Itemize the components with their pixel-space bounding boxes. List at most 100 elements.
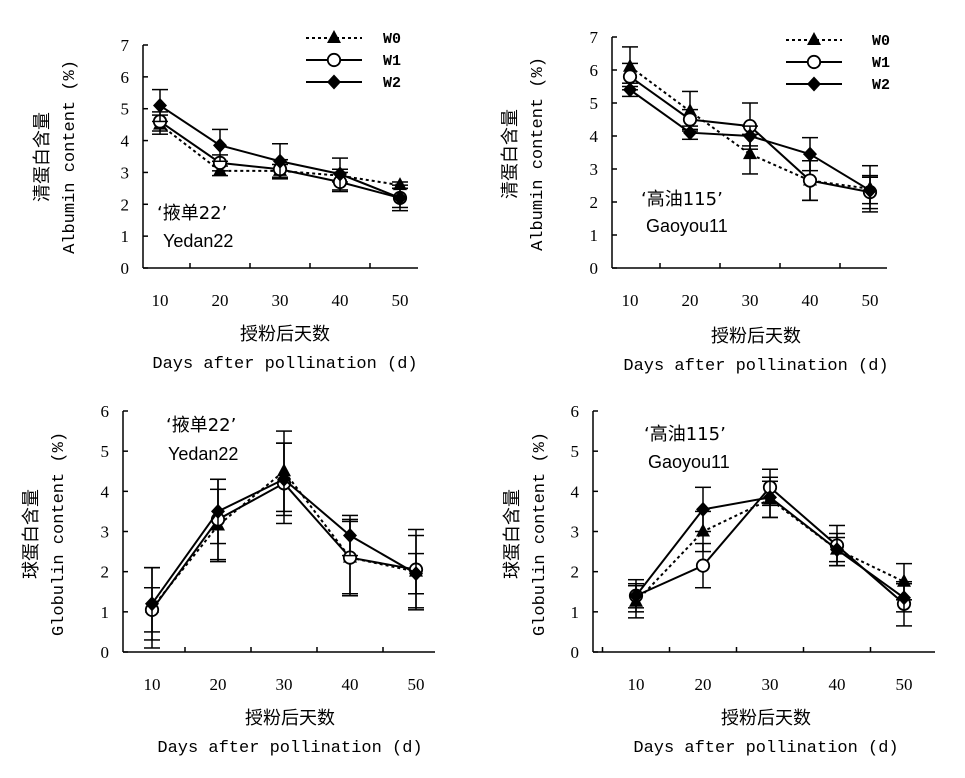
x-tick-label: 10 <box>144 675 161 694</box>
x-tick-label: 10 <box>152 291 169 310</box>
series-w2 <box>622 82 878 205</box>
data-point <box>743 128 757 144</box>
legend-label-w2: W2 <box>383 75 401 92</box>
legend-label-w0: W0 <box>872 33 890 50</box>
y-tick-label: 6 <box>590 61 599 80</box>
legend-marker-w2 <box>807 76 821 92</box>
variety-label-cn: ‘高油115’ <box>644 424 726 445</box>
y-axis-title-en: Albumin content (%) <box>529 57 548 251</box>
y-tick-label: 1 <box>590 226 599 245</box>
x-axis-title-en: Days after pollination (d) <box>152 355 417 374</box>
y-tick-label: 4 <box>101 482 110 501</box>
data-point <box>863 182 877 198</box>
x-tick-label: 20 <box>682 291 699 310</box>
y-tick-label: 5 <box>101 442 110 461</box>
variety-label-en: Gaoyou11 <box>646 216 728 236</box>
legend-label-w2: W2 <box>872 77 890 94</box>
series-line <box>629 65 871 190</box>
series-line <box>159 123 401 187</box>
data-point <box>153 98 167 114</box>
y-tick-label: 0 <box>590 259 599 278</box>
x-tick-label: 40 <box>342 675 359 694</box>
data-point <box>333 166 347 182</box>
y-tick-label: 1 <box>121 227 130 246</box>
x-tick-label: 40 <box>802 291 819 310</box>
x-tick-label: 30 <box>276 675 293 694</box>
data-point <box>622 69 638 84</box>
y-axis-title-en: Albumin content (%) <box>61 60 80 254</box>
y-tick-label: 0 <box>571 643 580 662</box>
y-axis-title-cn: 清蛋白含量 <box>32 112 53 202</box>
x-axis-title-cn: 授粉后天数 <box>711 326 801 347</box>
y-tick-label: 6 <box>571 402 580 421</box>
legend-marker-w1 <box>326 52 342 68</box>
x-tick-label: 50 <box>862 291 879 310</box>
chart-panel-2: 0 1 2 3 4 5 6 7 10 20 30 40 50 授粉后天数 Days after pollin… <box>500 28 890 376</box>
x-tick-label: 50 <box>896 675 913 694</box>
legend-label-w1: W1 <box>383 53 401 70</box>
legend-label-w0: W0 <box>383 31 401 48</box>
x-axis-title-en: Days after pollination (d) <box>157 739 422 758</box>
y-tick-label: 2 <box>571 563 580 582</box>
data-point <box>683 125 697 141</box>
x-tick-label: 50 <box>392 291 409 310</box>
y-tick-label: 1 <box>571 603 580 622</box>
y-axis-title-en: Globulin content (%) <box>50 432 69 636</box>
y-axis-title-cn: 球蛋白含量 <box>21 489 42 579</box>
data-point <box>629 588 643 604</box>
legend-marker-w1 <box>806 54 822 70</box>
data-point <box>682 112 698 127</box>
data-point <box>213 137 227 153</box>
variety-label-en: Yedan22 <box>163 231 233 251</box>
data-point <box>623 82 637 98</box>
data-point <box>897 590 911 606</box>
chart-panel-4: 0 1 2 3 4 5 6 10 20 30 40 50 授粉后天数 Days after pollina… <box>502 402 935 758</box>
x-tick-label: 10 <box>622 291 639 310</box>
y-tick-label: 5 <box>590 94 599 113</box>
data-point <box>763 489 777 505</box>
data-point <box>695 558 711 573</box>
x-tick-label: 30 <box>762 675 779 694</box>
data-point <box>145 596 159 612</box>
series-w2 <box>152 88 408 212</box>
x-tick-label: 40 <box>332 291 349 310</box>
x-tick-label: 20 <box>212 291 229 310</box>
data-point <box>803 146 817 162</box>
y-tick-label: 4 <box>571 482 580 501</box>
y-axis-title-en: Globulin content (%) <box>531 432 550 636</box>
series-w2 <box>144 442 424 641</box>
y-tick-label: 5 <box>121 100 130 119</box>
y-tick-label: 3 <box>571 523 580 542</box>
chart-panel-1: 0 1 2 3 4 5 6 7 10 20 30 40 50 授粉后天数 Days after pollin… <box>32 30 418 374</box>
y-tick-label: 3 <box>121 163 130 182</box>
data-point <box>802 173 818 188</box>
data-point <box>696 501 710 517</box>
data-point <box>277 471 291 487</box>
y-tick-label: 7 <box>121 36 130 55</box>
x-axis-title-en: Days after pollination (d) <box>623 357 888 376</box>
legend-label-w1: W1 <box>872 55 890 72</box>
data-point <box>743 146 757 160</box>
y-tick-label: 7 <box>590 28 599 47</box>
y-tick-label: 2 <box>590 193 599 212</box>
y-tick-label: 3 <box>101 523 110 542</box>
y-tick-label: 4 <box>121 132 130 151</box>
x-tick-label: 20 <box>695 675 712 694</box>
legend-marker-w2 <box>327 74 341 90</box>
chart-panel-3: 0 1 2 3 4 5 6 10 20 30 40 50 授粉后天数 Days after pollina… <box>21 402 435 758</box>
y-axis-title-cn: 球蛋白含量 <box>502 489 523 579</box>
variety-label-cn: ‘掖单22’ <box>157 203 227 224</box>
data-point <box>273 153 287 169</box>
x-axis-title-cn: 授粉后天数 <box>240 324 330 345</box>
y-tick-label: 5 <box>571 442 580 461</box>
data-point <box>211 503 225 519</box>
y-tick-label: 0 <box>101 643 110 662</box>
data-point <box>393 190 407 206</box>
y-tick-label: 2 <box>121 195 130 214</box>
series-w2 <box>628 476 912 613</box>
x-tick-label: 30 <box>742 291 759 310</box>
x-tick-label: 10 <box>628 675 645 694</box>
legend: W0 W1 W2 <box>786 32 890 94</box>
